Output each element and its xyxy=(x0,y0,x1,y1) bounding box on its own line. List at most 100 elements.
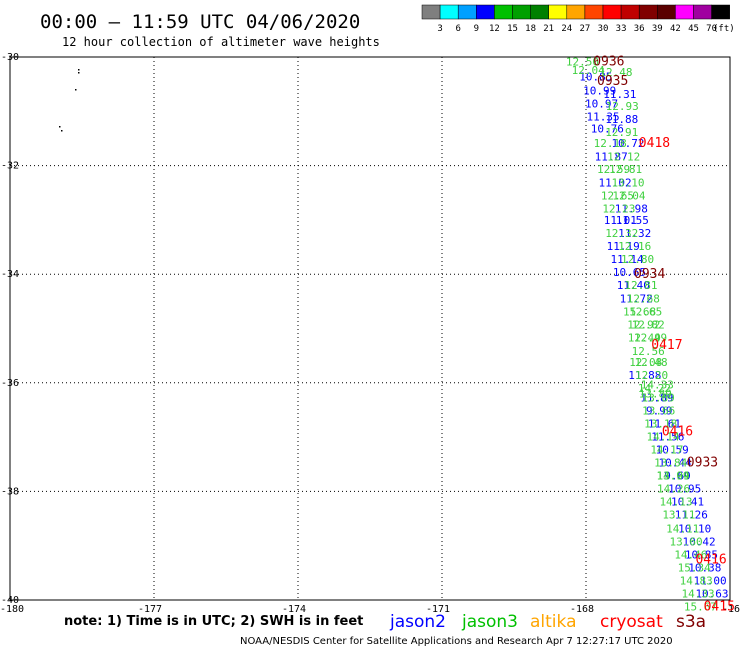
legend-cryosat: cryosat xyxy=(600,612,663,632)
color-scale-swatch xyxy=(548,4,568,20)
jason3-point-label: 13.10 xyxy=(611,176,644,189)
color-scale-swatch xyxy=(711,4,730,20)
jason3-point-label: 14.26 xyxy=(657,483,690,496)
cryosat-point-label: 0418 xyxy=(639,136,670,151)
y-tick-label: -36 xyxy=(1,378,19,389)
jason3-point-label: 12.68 xyxy=(627,293,660,306)
jason2-point-label: 11.14 xyxy=(610,253,643,266)
jason3-point-label: 14.83 xyxy=(680,574,713,587)
color-scale-swatch xyxy=(657,4,676,20)
island-dot xyxy=(59,126,61,128)
jason3-point-label: 14.33 xyxy=(682,587,715,600)
color-scale-swatch xyxy=(494,4,513,20)
jason3-point-label: 15.34 xyxy=(678,561,711,574)
color-scale-label: 15 xyxy=(507,24,518,34)
jason2-point-label: 10.59 xyxy=(656,444,689,457)
jason2-point-label: 10.10 xyxy=(678,522,711,535)
x-tick-label: -180 xyxy=(0,604,24,615)
jason3-point-label: 14.13 xyxy=(659,496,692,509)
x-tick-label: -16 xyxy=(722,604,740,615)
jason3-point-label: 13.18 xyxy=(644,418,677,431)
jason2-point-label: 11.31 xyxy=(603,88,636,101)
y-tick-label: -34 xyxy=(1,269,19,280)
jason3-point-label: 14.22 xyxy=(638,382,671,395)
jason3-point-label: 14.04 xyxy=(657,470,690,483)
jason2-point-label: 10.85 xyxy=(579,71,612,84)
jason3-point-label: 12.82 xyxy=(632,319,665,332)
jason3-point-label: 12.65 xyxy=(601,189,634,202)
jason3-point-label: 14.46 xyxy=(674,548,707,561)
jason2-point-label: 10.99 xyxy=(583,85,616,98)
color-scale-label: 21 xyxy=(543,24,554,34)
plot-border xyxy=(9,56,731,601)
chart-note: note: 1) Time is in UTC; 2) SWH is in fe… xyxy=(64,614,363,629)
color-scale-label: 6 xyxy=(455,24,460,34)
color-scale-swatch xyxy=(439,4,459,20)
legend-jason3: jason3 xyxy=(461,612,518,632)
jason2-point-label: 11.88 xyxy=(628,369,661,382)
jason3-point-label: 12.93 xyxy=(606,100,639,113)
jason3-point-label: 12.04 xyxy=(572,64,605,77)
jason3-point-label: 12.16 xyxy=(618,240,651,253)
color-scale-swatch xyxy=(584,4,604,20)
jason2-point-label: 11.88 xyxy=(605,113,638,126)
chart-title: 00:00 – 11:59 UTC 04/06/2020 xyxy=(40,11,360,33)
color-scale-swatch xyxy=(457,4,477,20)
jason3-point-label: 12.80 xyxy=(621,253,654,266)
jason3-point-label: 15.67 xyxy=(684,601,717,614)
color-scale-legend: 3 6 9 12 15 18 21 24 27 30 33 36 39 42 45 70(ft) xyxy=(421,4,735,34)
jason2-point-label: 10.72 xyxy=(611,137,644,150)
color-scale-label: 12 xyxy=(489,24,500,34)
y-axis: -30 -32 -34 -36 -38 -40 xyxy=(1,52,19,606)
cryosat-point-label: 0417 xyxy=(651,338,682,353)
chart-footer: NOAA/NESDIS Center for Satellite Applica… xyxy=(240,636,673,647)
s3a-point-label: 0933 xyxy=(687,456,718,471)
color-scale-unit: (ft) xyxy=(713,24,735,34)
jason2-point-label: 11.98 xyxy=(615,202,648,215)
jason2-point-label: 10.44 xyxy=(658,457,691,470)
color-scale-label: 18 xyxy=(525,24,536,34)
color-scale-label: 33 xyxy=(616,24,627,34)
jason3-point-label: 12.04 xyxy=(612,189,645,202)
jason2-point-label: 10.76 xyxy=(591,123,624,136)
jason3-point-label: 12.92 xyxy=(627,319,660,332)
jason3-point-label: 12.49 xyxy=(634,332,667,345)
jason3-point-label: 12.50 xyxy=(566,55,599,68)
color-scale-swatch xyxy=(675,4,694,20)
legend-s3a: s3a xyxy=(676,612,706,632)
jason3-point-label: 14.33 xyxy=(641,378,674,391)
jason2-point-label: 11.01 xyxy=(604,214,637,227)
jason3-point-label: 13.11 xyxy=(662,509,695,522)
jason3-point-label: 12.59 xyxy=(597,163,630,176)
jason2-point-label: 11.61 xyxy=(648,418,681,431)
jason2-point-label: 9.99 xyxy=(646,404,673,417)
color-scale-label: 27 xyxy=(579,24,590,34)
color-scale-swatch xyxy=(602,4,622,20)
plot-area: -180 -177 -174 -171 -168 -16 -30-32-34-36-38-… xyxy=(0,52,740,615)
jason3-point-label: 13.66 xyxy=(642,404,675,417)
jason3-point-label: 12.12 xyxy=(607,150,640,163)
jason2-point-label: 10.41 xyxy=(671,496,704,509)
jason2-point-label: 11.32 xyxy=(618,227,651,240)
island-dots xyxy=(59,69,80,132)
jason2-point-label: 9.69 xyxy=(664,470,691,483)
jason3-point-label: 12.48 xyxy=(599,66,632,79)
color-scale-label: 45 xyxy=(688,24,699,34)
jason3-point-label: 12.23 xyxy=(602,202,635,215)
jason3-point-label: 12.48 xyxy=(634,356,667,369)
y-tick-label: -30 xyxy=(1,52,19,63)
color-scale-label: 9 xyxy=(474,24,479,34)
jason3-point-label: 13.89 xyxy=(642,391,675,404)
color-scale-label: 70 xyxy=(706,24,717,34)
jason2-point-label: 11.56 xyxy=(651,431,684,444)
x-tick-label: -168 xyxy=(570,604,594,615)
color-scale-swatch xyxy=(638,4,658,20)
color-scale-label: 42 xyxy=(670,24,681,34)
color-scale-swatch xyxy=(620,4,640,20)
color-scale-swatch xyxy=(421,4,441,20)
chart-subtitle: 12 hour collection of altimeter wave hei… xyxy=(62,35,380,49)
x-axis: -180 -177 -174 -171 -168 -16 xyxy=(0,604,740,615)
color-scale-swatch xyxy=(476,4,495,20)
color-scale-label: 3 xyxy=(437,24,442,34)
cryosat-point-label: 0416 xyxy=(695,552,726,567)
